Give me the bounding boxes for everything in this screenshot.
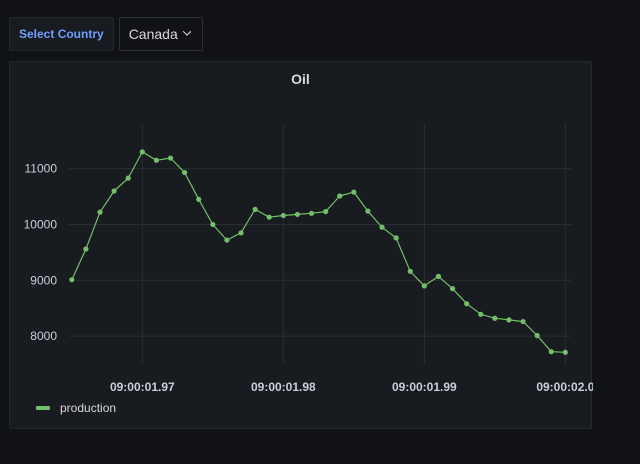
data-point[interactable] (139, 149, 145, 155)
data-point[interactable] (167, 155, 174, 161)
y-tick-label: 9000 (30, 273, 57, 287)
data-point[interactable] (562, 349, 568, 355)
data-point[interactable] (294, 211, 301, 218)
y-tick-label: 11000 (25, 162, 58, 176)
data-point[interactable] (182, 169, 188, 176)
data-point[interactable] (308, 210, 315, 216)
data-point[interactable] (196, 196, 202, 202)
series-line (71, 151, 566, 353)
data-point[interactable] (449, 286, 456, 292)
data-point[interactable] (492, 315, 498, 321)
country-select[interactable]: Canada (118, 17, 203, 51)
y-tick-label: 10000 (24, 217, 58, 231)
data-point[interactable] (534, 332, 540, 339)
legend-swatch (36, 406, 50, 410)
data-point[interactable] (421, 283, 427, 289)
data-point[interactable] (393, 235, 399, 241)
y-tick-label: 8000 (30, 329, 57, 343)
panel-title[interactable]: Oil (291, 71, 310, 87)
x-tick-label: 09:00:01.97 (110, 380, 175, 394)
country-select-value: Canada (128, 26, 178, 42)
variable-row: Select Country Canada (9, 17, 203, 51)
data-point[interactable] (238, 230, 244, 236)
x-tick-label: 09:00:01.98 (251, 380, 316, 394)
data-point[interactable] (210, 221, 216, 228)
data-point[interactable] (224, 237, 230, 243)
data-point[interactable] (337, 193, 343, 199)
data-point[interactable] (280, 212, 286, 219)
data-point[interactable] (407, 268, 413, 274)
data-point[interactable] (83, 246, 89, 252)
data-point[interactable] (252, 206, 258, 212)
x-tick-label: 09:00:01.99 (392, 380, 457, 394)
data-point[interactable] (506, 317, 512, 323)
data-point[interactable] (266, 214, 272, 220)
x-tick-label: 09:00:02.0 (536, 380, 593, 394)
oil-panel: Oil 8000 9000 10000 11000 09:00:01.97 09:00:0… (9, 61, 593, 429)
data-point[interactable] (111, 188, 117, 194)
data-point[interactable] (125, 175, 131, 181)
data-point[interactable] (323, 209, 329, 215)
line-chart: 8000 9000 10000 11000 09:00:01.97 09:00:01.98… (24, 124, 593, 394)
data-point[interactable] (464, 301, 470, 307)
data-point[interactable] (351, 189, 357, 195)
chevron-down-icon (182, 27, 191, 36)
legend: production (36, 401, 116, 415)
data-point[interactable] (153, 157, 160, 163)
data-point[interactable] (478, 311, 484, 317)
legend-label[interactable]: production (60, 401, 117, 415)
data-point[interactable] (379, 224, 385, 230)
data-point[interactable] (520, 318, 526, 325)
data-point[interactable] (435, 273, 442, 279)
variable-label: Select Country (9, 17, 114, 51)
data-point[interactable] (69, 277, 75, 283)
data-point[interactable] (97, 209, 103, 215)
data-point[interactable] (548, 349, 554, 355)
data-point[interactable] (365, 208, 371, 214)
